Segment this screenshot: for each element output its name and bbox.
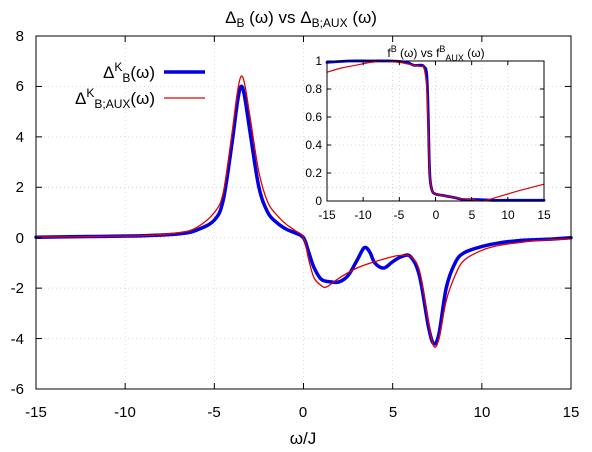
inset-y-tick-label: 0.8 [305,82,322,96]
inset-y-tick-label: 1 [315,54,322,68]
x-tick-label: 10 [474,404,491,421]
y-tick-label: 0 [16,230,24,247]
inset-series-line-1 [327,61,544,201]
x-tick-label: -10 [114,404,136,421]
inset-y-tick-label: 0.2 [305,166,322,180]
inset-chart: fB (ω) vs fBAUX (ω) 0 0.2 0.4 0.6 0.8 1 … [305,44,551,222]
x-tick-label: 0 [299,404,307,421]
y-tick-label: 4 [16,129,24,146]
inset-x-tick-label: 0 [433,208,440,222]
inset-y-tick-label: 0 [315,194,322,208]
inset-x-tick-label: 15 [537,208,551,222]
inset-x-tick-label: -15 [318,208,336,222]
inset-grid [327,61,544,201]
inset-x-tick-labels: -15 -10 -5 0 5 10 15 [318,208,551,222]
y-tick-label: -4 [11,331,24,348]
x-axis-label: ω/J [290,429,317,448]
main-grid [36,36,571,389]
legend-label-delta-kb-aux: ΔKB;AUX(ω) [75,86,155,111]
x-tick-label: 5 [389,404,397,421]
y-tick-label: 2 [16,179,24,196]
inset-x-tick-label: 5 [469,208,476,222]
inset-y-tick-labels: 0 0.2 0.4 0.6 0.8 1 [305,54,322,208]
x-tick-label: -15 [25,404,47,421]
inset-x-tick-label: -10 [354,208,372,222]
main-chart-title: ΔB (ω) vs ΔB;AUX (ω) [225,8,377,30]
y-tick-label: -2 [11,280,24,297]
x-tick-label: -5 [207,404,220,421]
y-tick-label: -6 [11,381,24,398]
inset-x-tick-label: 10 [501,208,515,222]
inset-x-tick-label: -5 [394,208,405,222]
y-tick-label: 8 [16,28,24,45]
inset-y-tick-label: 0.4 [305,138,322,152]
y-tick-label: 6 [16,78,24,95]
x-tick-label: 15 [563,404,580,421]
inset-y-tick-label: 0.6 [305,110,322,124]
inset-title: fB (ω) vs fBAUX (ω) [387,44,484,63]
main-y-tick-labels: -6 -4 -2 0 2 4 6 8 [11,28,24,398]
legend-label-delta-kb: ΔKB(ω) [103,60,155,85]
main-x-tick-labels: -15 -10 -5 0 5 10 15 [25,404,579,421]
legend: ΔKB(ω) ΔKB;AUX(ω) [75,60,205,111]
